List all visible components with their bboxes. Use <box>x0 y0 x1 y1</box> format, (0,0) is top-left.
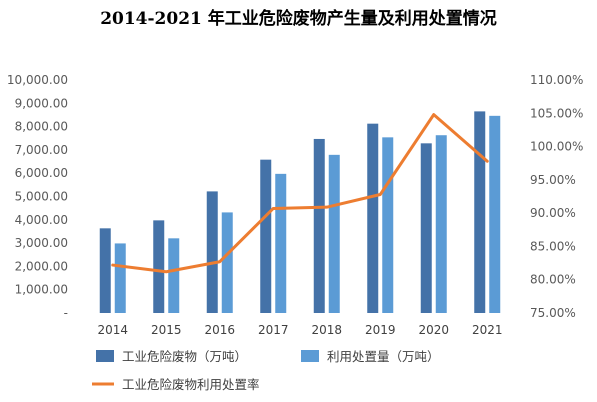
bar-utilization-2021 <box>489 115 501 313</box>
right-axis-tick-label: 80.00% <box>530 273 576 287</box>
bar-utilization-2016 <box>221 212 233 313</box>
bar-hazardous-waste-2017 <box>260 159 272 313</box>
bar-hazardous-waste-2015 <box>153 220 165 313</box>
legend-label: 工业危险废物利用处置率 <box>122 377 260 392</box>
right-axis-tick-label: 75.00% <box>530 306 576 320</box>
legend-swatch <box>96 350 114 362</box>
x-axis-label-2018: 2018 <box>311 323 342 337</box>
left-axis-tick-label: 3,000.00 <box>15 236 68 250</box>
left-axis-tick-label: 10,000.00 <box>7 73 68 87</box>
right-axis-tick-label: 105.00% <box>530 106 583 120</box>
right-axis-tick-label: 95.00% <box>530 173 576 187</box>
bar-hazardous-waste-2014 <box>99 228 111 313</box>
left-axis-tick-label: 2,000.00 <box>15 259 68 273</box>
x-axis-label-2020: 2020 <box>418 323 449 337</box>
left-axis-tick-label: 4,000.00 <box>15 213 68 227</box>
x-axis-label-2016: 2016 <box>204 323 235 337</box>
legend-swatch <box>301 350 319 362</box>
left-axis-tick-label: - <box>64 306 68 320</box>
right-axis-tick-label: 110.00% <box>530 73 583 87</box>
left-axis-tick-label: 1,000.00 <box>15 283 68 297</box>
right-axis-tick-label: 90.00% <box>530 206 576 220</box>
left-axis-tick-label: 7,000.00 <box>15 143 68 157</box>
x-axis-label-2014: 2014 <box>97 323 128 337</box>
bar-utilization-2017 <box>275 173 287 313</box>
left-axis-tick-label: 5,000.00 <box>15 190 68 204</box>
line-utilization-rate <box>111 113 489 274</box>
legend-label: 工业危险废物（万吨） <box>122 349 247 364</box>
bar-utilization-2020 <box>435 135 447 313</box>
bar-utilization-2015 <box>168 238 180 313</box>
bar-utilization-2018 <box>328 154 340 313</box>
chart-title: 2014-2021 年工业危险废物产生量及利用处置情况 <box>100 9 497 29</box>
bar-hazardous-waste-2018 <box>313 138 325 313</box>
x-axis-label-2019: 2019 <box>365 323 396 337</box>
bar-utilization-2019 <box>382 137 394 313</box>
left-axis-tick-label: 9,000.00 <box>15 96 68 110</box>
bar-hazardous-waste-2021 <box>474 111 486 313</box>
right-axis-tick-label: 100.00% <box>530 140 583 154</box>
bar-hazardous-waste-2016 <box>206 191 218 313</box>
bar-hazardous-waste-2019 <box>367 123 379 313</box>
x-axis-label-2015: 2015 <box>151 323 182 337</box>
x-axis-label-2021: 2021 <box>472 323 503 337</box>
right-axis-tick-label: 85.00% <box>530 239 576 253</box>
left-axis-tick-label: 8,000.00 <box>15 120 68 134</box>
x-axis-label-2017: 2017 <box>258 323 289 337</box>
bar-utilization-2014 <box>114 243 126 313</box>
bar-hazardous-waste-2020 <box>420 143 432 313</box>
left-axis-tick-label: 6,000.00 <box>15 166 68 180</box>
legend-label: 利用处置量（万吨） <box>327 349 440 364</box>
